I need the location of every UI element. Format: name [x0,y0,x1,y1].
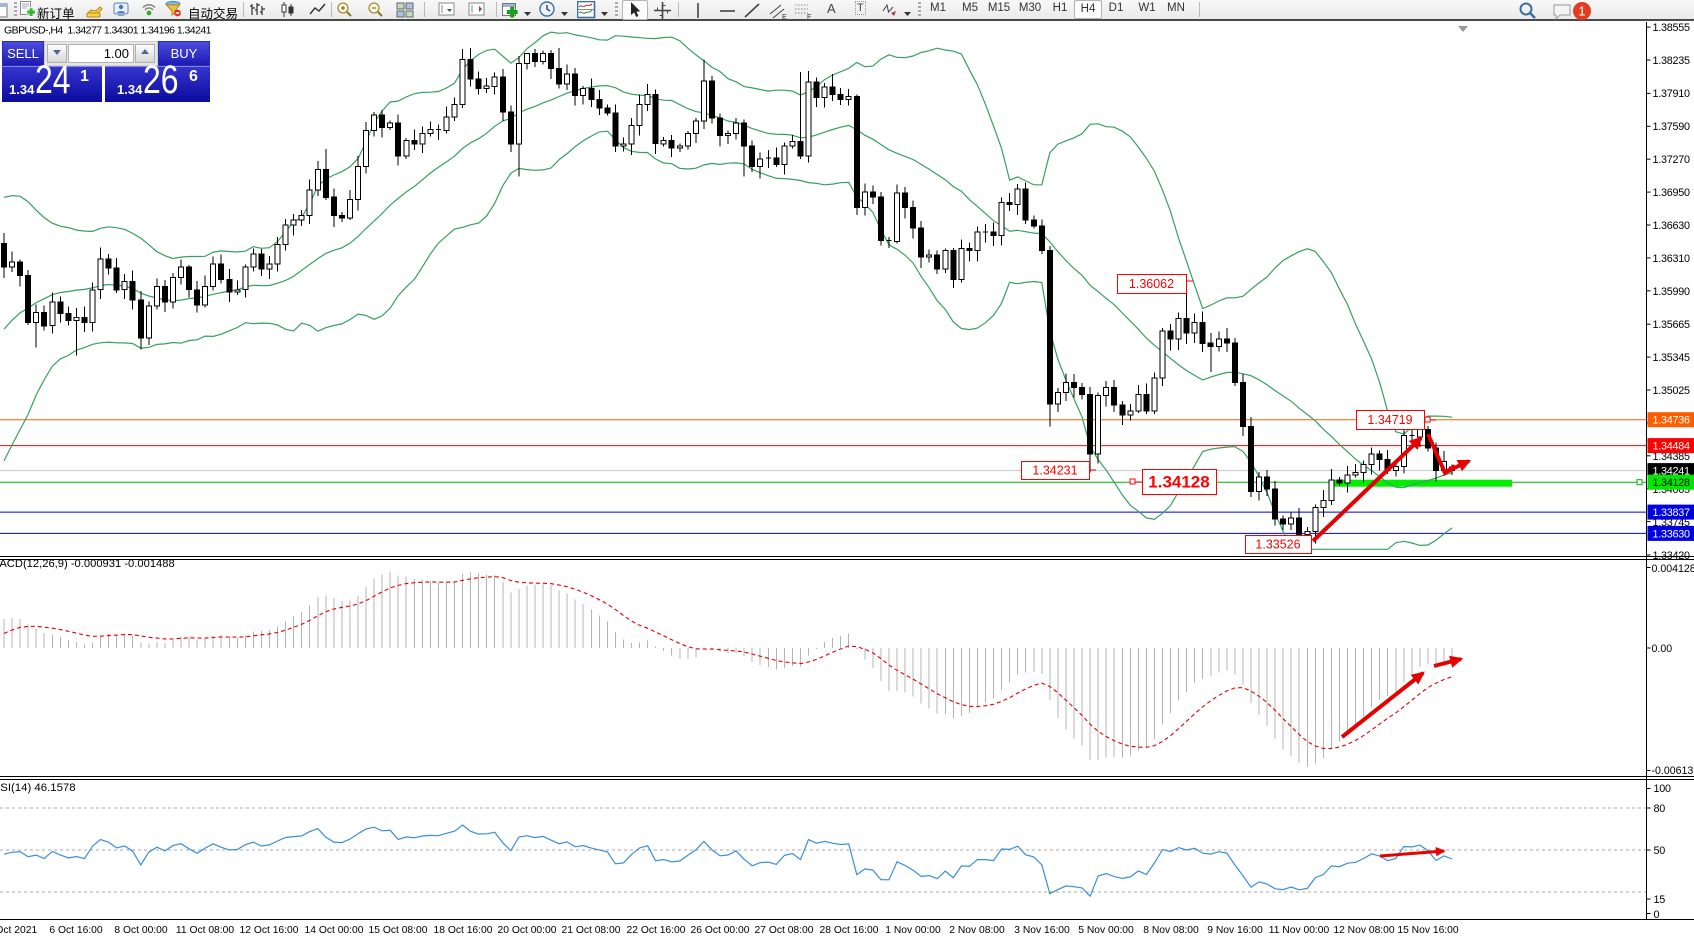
svg-text:1.34128: 1.34128 [1653,477,1691,489]
svg-text:RSI(14) 46.1578: RSI(14) 46.1578 [0,782,76,794]
svg-text:-0.006132: -0.006132 [1652,765,1694,777]
svg-text:1.34231: 1.34231 [1032,464,1077,478]
svg-text:12 Nov 08:00: 12 Nov 08:00 [1333,925,1395,936]
svg-text:15: 15 [1654,894,1666,906]
svg-text:22 Oct 16:00: 22 Oct 16:00 [627,925,686,936]
svg-text:1.34241: 1.34241 [1653,466,1691,478]
svg-text:18 Oct 16:00: 18 Oct 16:00 [434,925,493,936]
svg-text:1 Nov 00:00: 1 Nov 00:00 [885,925,941,936]
svg-text:11 Oct 08:00: 11 Oct 08:00 [176,925,234,936]
svg-text:28 Oct 16:00: 28 Oct 16:00 [820,925,879,936]
svg-text:50: 50 [1654,845,1666,857]
svg-text:1.37910: 1.37910 [1653,88,1691,100]
svg-text:1.34385: 1.34385 [1653,451,1691,463]
svg-text:1.37270: 1.37270 [1653,154,1691,166]
svg-text:14 Oct 00:00: 14 Oct 00:00 [305,925,364,936]
svg-text:1.33630: 1.33630 [1653,528,1691,540]
svg-text:1.38555: 1.38555 [1653,22,1691,34]
svg-text:0.00: 0.00 [1652,643,1673,655]
svg-text:1.34719: 1.34719 [1367,413,1412,427]
svg-text:1.36950: 1.36950 [1653,187,1691,199]
svg-text:E: E [782,14,787,20]
svg-text:12 Oct 16:00: 12 Oct 16:00 [240,925,299,936]
svg-text:8 Oct 00:00: 8 Oct 00:00 [114,925,168,936]
svg-text:15 Oct 08:00: 15 Oct 08:00 [369,925,428,936]
svg-text:1.34128: 1.34128 [1148,473,1209,492]
svg-text:3 Nov 16:00: 3 Nov 16:00 [1014,925,1070,936]
svg-text:1.36310: 1.36310 [1653,253,1691,265]
svg-text:9 Nov 16:00: 9 Nov 16:00 [1207,925,1263,936]
svg-text:1.36062: 1.36062 [1129,277,1174,291]
svg-text:1.33420: 1.33420 [1653,550,1691,562]
svg-text:MACD(12,26,9) -0.000931 -0.001: MACD(12,26,9) -0.000931 -0.001488 [0,558,175,570]
svg-text:21 Oct 08:00: 21 Oct 08:00 [562,925,621,936]
svg-text:1.35025: 1.35025 [1653,385,1691,397]
svg-text:1.34736: 1.34736 [1653,415,1691,427]
svg-text:20 Oct 00:00: 20 Oct 00:00 [498,925,557,936]
svg-text:80: 80 [1654,803,1666,815]
svg-text:1.33526: 1.33526 [1255,538,1300,552]
svg-text:5 Oct 2021: 5 Oct 2021 [0,925,37,936]
svg-text:1: 1 [1578,4,1585,19]
svg-text:1.33837: 1.33837 [1653,507,1691,519]
svg-text:1.38235: 1.38235 [1653,55,1691,67]
svg-text:GBPUSD-,H4 1.34277 1.34301 1.: GBPUSD-,H4 1.34277 1.34301 1.34196 1.342… [4,25,212,37]
svg-text:100: 100 [1654,783,1672,795]
svg-text:6 Oct 16:00: 6 Oct 16:00 [49,925,103,936]
svg-text:27 Oct 08:00: 27 Oct 08:00 [755,925,814,936]
svg-text:1.35665: 1.35665 [1653,319,1691,331]
svg-text:1.37590: 1.37590 [1653,121,1691,133]
svg-text:1.35345: 1.35345 [1653,352,1691,364]
svg-text:1.36630: 1.36630 [1653,220,1691,232]
svg-text:15 Nov 16:00: 15 Nov 16:00 [1397,925,1459,936]
svg-text:5 Nov 00:00: 5 Nov 00:00 [1078,925,1134,936]
svg-text:1.34484: 1.34484 [1653,441,1691,453]
svg-text:8 Nov 08:00: 8 Nov 08:00 [1143,925,1199,936]
svg-text:1.35990: 1.35990 [1653,286,1691,298]
svg-text:0: 0 [1654,909,1660,921]
svg-text:26 Oct 00:00: 26 Oct 00:00 [691,925,750,936]
svg-text:0.004128: 0.004128 [1652,563,1694,575]
svg-text:2 Nov 08:00: 2 Nov 08:00 [949,925,1005,936]
svg-text:11 Nov 00:00: 11 Nov 00:00 [1269,925,1330,936]
svg-text:F: F [807,14,811,20]
